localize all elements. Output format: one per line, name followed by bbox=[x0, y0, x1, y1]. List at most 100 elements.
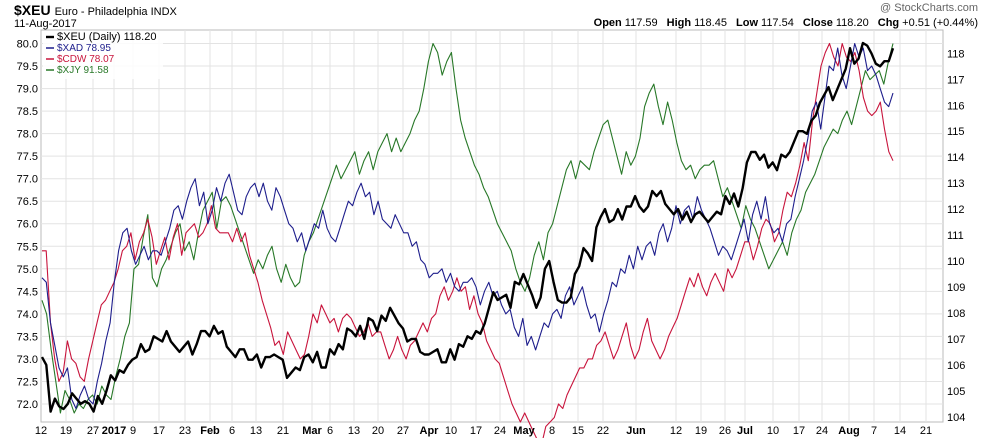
x-tick-label: 21 bbox=[920, 425, 932, 437]
left-tick-label: 73.0 bbox=[17, 354, 38, 366]
x-tick-label: 27 bbox=[87, 425, 99, 437]
legend-entry: $XJY 91.58 bbox=[57, 65, 109, 76]
x-tick-label: 2017 bbox=[102, 425, 126, 437]
x-tick-label: 7 bbox=[871, 425, 877, 437]
left-tick-label: 75.0 bbox=[17, 264, 38, 276]
left-tick-label: 73.5 bbox=[17, 331, 38, 343]
left-tick-label: 76.5 bbox=[17, 196, 38, 208]
x-tick-label: Jun bbox=[626, 425, 646, 437]
x-tick-label: Mar bbox=[302, 425, 322, 437]
series-line-2 bbox=[42, 42, 894, 438]
x-tick-label: Aug bbox=[838, 425, 859, 437]
right-tick-label: 106 bbox=[947, 360, 965, 372]
x-tick-label: 24 bbox=[494, 425, 506, 437]
right-axis: 104 105 106 107 108 109 110 111 112 113 114 115 116 1… bbox=[947, 48, 965, 423]
x-tick-label: 13 bbox=[250, 425, 262, 437]
close-label: Close bbox=[802, 17, 833, 29]
x-tick-label: 14 bbox=[894, 425, 906, 437]
right-tick-label: 114 bbox=[947, 152, 965, 164]
right-tick-label: 109 bbox=[947, 282, 965, 294]
left-tick-label: 78.5 bbox=[17, 106, 38, 118]
left-tick-label: 80.0 bbox=[17, 39, 38, 51]
x-tick-label: Feb bbox=[200, 425, 220, 437]
low-label: Low bbox=[736, 17, 759, 29]
x-axis: 12 19 27 2017 9 17 23 Feb 6 13 21 Mar 6 13 20 27 Apr 10 17… bbox=[35, 425, 932, 437]
x-tick-label: May bbox=[513, 425, 535, 437]
left-tick-label: 79.5 bbox=[17, 61, 38, 73]
right-tick-label: 111 bbox=[947, 230, 964, 242]
right-tick-label: 112 bbox=[947, 204, 965, 216]
x-tick-label: 15 bbox=[572, 425, 584, 437]
series-layer bbox=[40, 41, 895, 438]
legend: $XEU (Daily) 118.20$XAD 78.95$CDW 78.07$… bbox=[43, 31, 163, 79]
right-tick-label: 115 bbox=[947, 126, 965, 138]
left-tick-label: 78.0 bbox=[17, 129, 38, 141]
chart-date: 11-Aug-2017 bbox=[14, 18, 77, 30]
symbol-label: $XEU bbox=[14, 2, 51, 18]
right-tick-label: 108 bbox=[947, 308, 965, 320]
right-tick-label: 104 bbox=[947, 412, 965, 424]
left-tick-label: 75.5 bbox=[17, 241, 38, 253]
x-tick-label: 24 bbox=[816, 425, 828, 437]
chg-value: +0.51 (+0.44%) bbox=[902, 17, 978, 29]
x-tick-label: 19 bbox=[60, 425, 72, 437]
watermark: @ StockCharts.com bbox=[880, 2, 978, 14]
x-tick-label: 17 bbox=[470, 425, 482, 437]
x-tick-label: 10 bbox=[445, 425, 457, 437]
ohlc-readout: Open 117.59 High 118.45 Low 117.54 Close 118… bbox=[588, 17, 978, 29]
series-line-0 bbox=[40, 41, 895, 413]
open-value: 117.59 bbox=[624, 17, 658, 29]
x-tick-label: 8 bbox=[549, 425, 555, 437]
close-value: 118.20 bbox=[835, 17, 869, 29]
x-tick-label: 10 bbox=[767, 425, 779, 437]
plot-frame bbox=[40, 29, 944, 423]
low-value: 117.54 bbox=[761, 17, 794, 29]
left-tick-label: 74.5 bbox=[17, 286, 38, 298]
x-tick-label: 20 bbox=[372, 425, 384, 437]
x-tick-label: 19 bbox=[695, 425, 707, 437]
x-tick-label: 13 bbox=[348, 425, 360, 437]
x-tick-label: 17 bbox=[793, 425, 805, 437]
right-tick-label: 107 bbox=[947, 334, 965, 346]
x-tick-label: Jul bbox=[737, 425, 753, 437]
x-tick-label: 9 bbox=[130, 425, 136, 437]
x-tick-label: 6 bbox=[327, 425, 333, 437]
left-tick-label: 74.0 bbox=[17, 309, 38, 321]
x-tick-label: 6 bbox=[229, 425, 235, 437]
high-value: 118.45 bbox=[694, 17, 727, 29]
right-tick-label: 113 bbox=[947, 178, 965, 190]
x-tick-label: 12 bbox=[35, 425, 47, 437]
x-tick-label: 17 bbox=[153, 425, 165, 437]
symbol-description: Euro - Philadelphia INDX bbox=[54, 6, 177, 18]
left-tick-label: 76.0 bbox=[17, 219, 38, 231]
right-tick-label: 118 bbox=[947, 48, 965, 60]
high-label: High bbox=[666, 17, 692, 29]
legend-entry: $CDW 78.07 bbox=[57, 54, 115, 65]
series-line-1 bbox=[41, 42, 894, 410]
legend-entry: $XAD 78.95 bbox=[57, 43, 111, 54]
right-tick-label: 110 bbox=[947, 256, 965, 268]
left-tick-label: 77.0 bbox=[17, 174, 38, 186]
chg-label: Chg bbox=[877, 17, 900, 29]
left-axis: 72.0 72.5 73.0 73.5 74.0 74.5 75.0 75.5 76.0 76.5… bbox=[17, 39, 38, 411]
legend-box bbox=[43, 31, 163, 79]
x-tick-label: Apr bbox=[420, 425, 440, 437]
left-tick-label: 77.5 bbox=[17, 151, 38, 163]
x-tick-label: 27 bbox=[397, 425, 409, 437]
right-tick-label: 116 bbox=[947, 100, 965, 112]
left-tick-label: 72.5 bbox=[17, 376, 38, 388]
chart-title: $XEU Euro - Philadelphia INDX bbox=[14, 2, 177, 18]
x-tick-label: 12 bbox=[670, 425, 682, 437]
left-tick-label: 79.0 bbox=[17, 84, 38, 96]
x-tick-label: 26 bbox=[719, 425, 731, 437]
right-tick-label: 105 bbox=[947, 386, 965, 398]
legend-entry: $XEU (Daily) 118.20 bbox=[57, 31, 156, 43]
right-tick-label: 117 bbox=[947, 74, 965, 86]
left-tick-label: 72.0 bbox=[17, 399, 38, 411]
open-label: Open bbox=[593, 17, 622, 29]
x-tick-label: 21 bbox=[277, 425, 289, 437]
x-tick-label: 23 bbox=[179, 425, 191, 437]
x-tick-label: 22 bbox=[597, 425, 609, 437]
